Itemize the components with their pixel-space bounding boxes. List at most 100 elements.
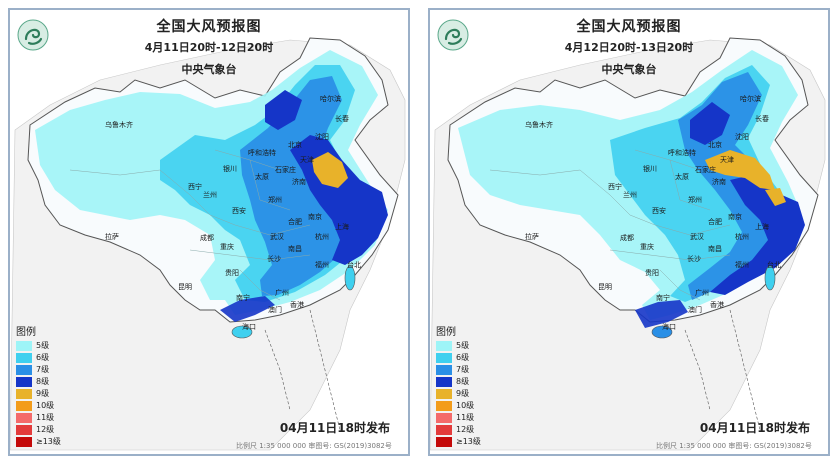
city-label: 北京: [708, 141, 722, 149]
city-label: 合肥: [288, 218, 302, 226]
city-label: 呼和浩特: [248, 149, 276, 157]
city-label: 广州: [695, 289, 709, 297]
legend-item: 8级: [436, 376, 494, 387]
wind-map-day2: [430, 10, 828, 454]
legend-item: 11级: [16, 412, 74, 423]
city-label: 天津: [300, 156, 314, 164]
legend: 图例 5级 6级 7级 8级 9级 10级 11级 12级 ≥13级: [16, 323, 74, 448]
city-label: 成都: [620, 234, 634, 242]
city-label: 乌鲁木齐: [105, 121, 133, 129]
legend-title: 图例: [436, 327, 456, 338]
legend-item: 6级: [16, 352, 74, 363]
city-label: 昆明: [598, 283, 612, 291]
legend-item: ≥13级: [16, 436, 74, 447]
city-label: 南昌: [708, 245, 722, 253]
forecast-panel-day1: 全国大风预报图 4月11日20时-12日20时 中央气象台 乌鲁木齐 哈尔滨 长…: [8, 8, 410, 456]
city-label: 武汉: [270, 233, 284, 241]
city-label: 哈尔滨: [740, 95, 761, 103]
city-label: 沈阳: [735, 133, 749, 141]
city-label: 乌鲁木齐: [525, 121, 553, 129]
city-label: 澳门: [688, 306, 702, 314]
city-label: 长沙: [267, 255, 281, 263]
forecast-time-range: 4月11日20时-12日20时: [144, 41, 274, 54]
legend-item: 5级: [436, 340, 494, 351]
city-label: 香港: [710, 301, 724, 309]
legend-item: 5级: [16, 340, 74, 351]
issuer-label: 中央气象台: [181, 63, 237, 76]
city-label: 哈尔滨: [320, 95, 341, 103]
city-label: 西宁: [188, 183, 202, 191]
legend-item: ≥13级: [436, 436, 494, 447]
city-label: 福州: [735, 261, 749, 269]
scale-note: 比例尺 1:35 000 000 审图号: GS(2019)3082号: [236, 442, 392, 450]
city-label: 太原: [675, 173, 689, 181]
legend-item: 10级: [16, 400, 74, 411]
city-label: 澳门: [268, 306, 282, 314]
forecast-panel-day2: 全国大风预报图 4月12日20时-13日20时 中央气象台 乌鲁木齐 哈尔滨 长…: [428, 8, 830, 456]
legend-item: 6级: [436, 352, 494, 363]
city-label: 香港: [290, 301, 304, 309]
city-label: 济南: [712, 178, 726, 186]
legend: 图例 5级 6级 7级 8级 9级 10级 11级 12级 ≥13级: [436, 323, 494, 448]
city-label: 海口: [242, 323, 256, 331]
city-label: 西安: [232, 207, 246, 215]
legend-item: 9级: [436, 388, 494, 399]
city-label: 南京: [728, 213, 742, 221]
city-label: 海口: [662, 323, 676, 331]
city-label: 上海: [335, 223, 349, 231]
city-label: 广州: [275, 289, 289, 297]
city-label: 拉萨: [105, 233, 119, 241]
city-label: 北京: [288, 141, 302, 149]
city-label: 济南: [292, 178, 306, 186]
map-title: 全国大风预报图: [576, 19, 682, 35]
city-label: 西宁: [608, 183, 622, 191]
city-label: 杭州: [315, 233, 329, 241]
issuer-label: 中央气象台: [601, 63, 657, 76]
city-label: 长春: [335, 115, 349, 123]
legend-item: 12级: [436, 424, 494, 435]
city-label: 拉萨: [525, 233, 539, 241]
city-label: 天津: [720, 156, 734, 164]
forecast-time-range: 4月12日20时-13日20时: [564, 41, 694, 54]
city-label: 南宁: [236, 294, 250, 302]
city-label: 杭州: [735, 233, 749, 241]
legend-item: 7级: [16, 364, 74, 375]
cma-logo-icon: [17, 19, 49, 51]
legend-item: 9级: [16, 388, 74, 399]
legend-title: 图例: [16, 327, 36, 338]
city-label: 昆明: [178, 283, 192, 291]
issue-time: 04月11日18时发布: [279, 421, 390, 435]
city-label: 石家庄: [695, 166, 716, 174]
city-label: 成都: [200, 234, 214, 242]
map-title: 全国大风预报图: [156, 19, 262, 35]
city-label: 上海: [755, 223, 769, 231]
city-label: 贵阳: [225, 269, 239, 277]
city-label: 呼和浩特: [668, 149, 696, 157]
wind-map-day1: [10, 10, 408, 454]
legend-item: 7级: [436, 364, 494, 375]
city-label: 长春: [755, 115, 769, 123]
city-label: 福州: [315, 261, 329, 269]
city-label: 石家庄: [275, 166, 296, 174]
legend-item: 12级: [16, 424, 74, 435]
legend-item: 10级: [436, 400, 494, 411]
city-label: 重庆: [640, 243, 654, 251]
cma-logo-icon: [437, 19, 469, 51]
city-label: 郑州: [268, 196, 282, 204]
city-label: 台北: [347, 261, 361, 269]
city-label: 武汉: [690, 233, 704, 241]
scale-note: 比例尺 1:35 000 000 审图号: GS(2019)3082号: [656, 442, 812, 450]
city-label: 合肥: [708, 218, 722, 226]
city-label: 南京: [308, 213, 322, 221]
city-label: 重庆: [220, 243, 234, 251]
city-label: 太原: [255, 173, 269, 181]
city-label: 台北: [767, 261, 781, 269]
city-label: 兰州: [203, 191, 217, 199]
city-label: 郑州: [688, 196, 702, 204]
city-label: 贵阳: [645, 269, 659, 277]
issue-time: 04月11日18时发布: [699, 421, 810, 435]
city-label: 长沙: [687, 255, 701, 263]
legend-item: 11级: [436, 412, 494, 423]
legend-item: 8级: [16, 376, 74, 387]
city-label: 银川: [643, 165, 657, 173]
